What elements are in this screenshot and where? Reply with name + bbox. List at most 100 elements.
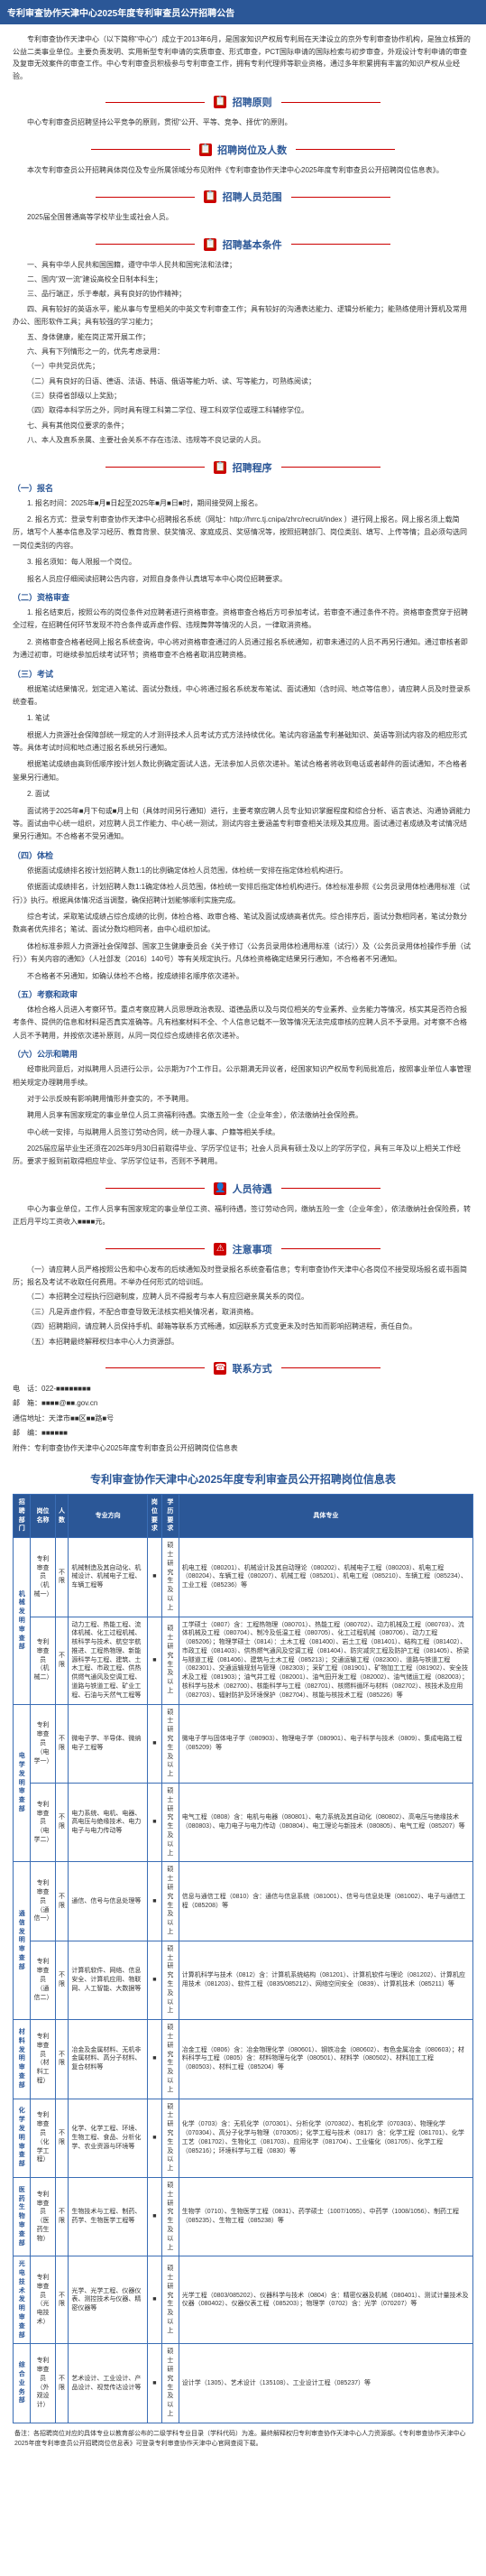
positions-body: 本次专利审查员公开招聘具体岗位及专业所属领域分布见附件《专利审查协作天津中心20…: [13, 164, 473, 177]
section-icon: 📋: [214, 461, 226, 474]
table-cell: 电力系统、电机、电器、高电压与绝缘技术、电力电子与电力传动等: [69, 1784, 148, 1862]
section-header-positions: 📋 招聘岗位及人数: [13, 143, 473, 157]
table-cell: 不限: [55, 1704, 69, 1783]
dept-cell: 通信发明审查部: [14, 1862, 31, 2020]
dept-cell: 医药生物审查部: [14, 2177, 31, 2256]
requirement-item: 一、具有中华人民共和国国籍，遵守中华人民共和国宪法和法律；: [13, 259, 473, 272]
dept-cell: 综合业务部: [14, 2344, 31, 2423]
table-cell: 专利审查员（通信一）: [31, 1862, 55, 1941]
table-cell: 生物技术与工程、制药、药学、生物医学工程等: [69, 2177, 148, 2256]
note-item: （二）本招聘全过程执行回避制度，应聘人员不得报考与本人有应回避亲属关系的岗位。: [13, 1291, 473, 1303]
dept-cell: 电学发明审查部: [14, 1704, 31, 1862]
table-cell: 硕士研究生及以上: [161, 2256, 179, 2344]
table-cell: ■: [147, 2344, 161, 2423]
section-header-requirements: 📋 招聘基本条件: [13, 237, 473, 252]
procedure-paragraph: 2025届应届毕业生还须在2025年9月30日前取得毕业、学历学位证书；社会人员…: [13, 1143, 473, 1169]
table-cell: 不限: [55, 2256, 69, 2344]
table-cell: 专利审查员（光电技术）: [31, 2256, 55, 2344]
requirement-item: 八、本人及直系亲属、主要社会关系不存在违法、违规等不良记录的人员。: [13, 434, 473, 447]
contact-line: 电 话：022-■■■■■■■■: [13, 1383, 473, 1395]
procedure-paragraph: 聘用人员享有国家规定的事业单位人员工资福利待遇。实缴五险一金（企业年金），依法缴…: [13, 1109, 473, 1122]
table-row: 医药生物审查部专利审查员（医药生物）不限生物技术与工程、制药、药学、生物医学工程…: [14, 2177, 473, 2256]
section-icon: 📋: [199, 144, 212, 156]
table-cell: 硕士研究生及以上: [161, 1704, 179, 1783]
table-cell: 信息与通信工程（0810）含：通信与信息系统（081001）、信号与信息处理（0…: [179, 1862, 472, 1941]
table-cell: 冶金工程（0806）含：冶金物理化学（080601）、钢铁冶金（080602）、…: [179, 2020, 472, 2099]
table-cell: 专利审查员（化学工程）: [31, 2099, 55, 2177]
section-header-principle: 📋 招聘原则: [13, 95, 473, 109]
content-area: 专利审查协作天津中心（以下简称"中心"）成立于2013年6月，是国家知识产权局专…: [0, 24, 486, 2458]
table-cell: ■: [147, 1941, 161, 2019]
procedure-paragraph: 经审批同意后，对拟聘用人员进行公示，公示期为7个工作日。公示期满无异议者，经国家…: [13, 1063, 473, 1089]
procedure-substep-head: （三）考试: [13, 668, 473, 680]
procedure-paragraph: 1. 报名结束后，按照公布的岗位条件对应聘者进行资格审查。资格审查合格后方可参加…: [13, 607, 473, 633]
section-title: 招聘人员范围: [223, 190, 282, 204]
divider-line: [291, 244, 390, 245]
divider-line: [105, 1188, 205, 1189]
divider-line: [105, 1367, 205, 1368]
requirement-item: 六、具有下列情形之一的，优先考虑录用：: [13, 346, 473, 358]
table-row: 机械发明审查部专利审查员（机械一）不限机械制造及其自动化、机械设计、机械电子工程…: [14, 1538, 473, 1617]
procedure-paragraph: 2. 资格审查合格者经网上报名系统查询，中心将对资格审查通过的人员通过报名系统通…: [13, 636, 473, 663]
dept-cell: 光电技术发明审查部: [14, 2256, 31, 2344]
table-cell: 不限: [55, 2177, 69, 2256]
table-cell: 硕士研究生及以上: [161, 1617, 179, 1704]
section-title: 招聘原则: [233, 95, 272, 109]
table-cell: 微电子学、半导体、微纳电子工程等: [69, 1704, 148, 1783]
requirement-item: （三）获得省部级以上奖励；: [13, 390, 473, 403]
table-header-row: 招聘部门岗位名称人数专业方向岗位要求学历要求具体专业: [14, 1494, 473, 1537]
table-cell: 专利审查员（医药生物）: [31, 2177, 55, 2256]
table-cell: 不限: [55, 1784, 69, 1862]
table-cell: ■: [147, 1862, 161, 1941]
requirement-item: 七、具有其他岗位要求的条件；: [13, 420, 473, 432]
note-item: （四）招聘期间，请应聘人员保持手机、邮箱等联系方式畅通，如因联系方式变更未及时告…: [13, 1320, 473, 1333]
table-cell: 专利审查员（电学二）: [31, 1784, 55, 1862]
procedure-step-head: （一）报名: [13, 482, 473, 494]
table-cell: ■: [147, 1617, 161, 1704]
requirement-item: （一）中共党员优先；: [13, 360, 473, 373]
table-cell: 工学硕士（0807）含：工程热物理（080701）、热能工程（080702）、动…: [179, 1617, 472, 1704]
divider-line: [291, 197, 390, 198]
procedure-paragraph: 1. 报名时间：2025年■月■日起至2025年■月■日■时，期间接受网上报名。: [13, 497, 473, 510]
procedure-paragraph: 2. 报名方式：登录专利审查协作天津中心招聘报名系统（网址：http://hrr…: [13, 514, 473, 552]
table-cell: 硕士研究生及以上: [161, 1538, 179, 1617]
table-column-header: 招聘部门: [14, 1494, 31, 1537]
table-row: 通信发明审查部专利审查员（通信一）不限通信、信号与信息处理等■硕士研究生及以上信…: [14, 1862, 473, 1941]
section-title: 招聘程序: [233, 460, 272, 475]
table-cell: 微电子学与固体电子学（080903）、物理电子学（080901）、电子科学与技术…: [179, 1704, 472, 1783]
scope-body: 2025届全国普通高等学校毕业生或社会人员。: [13, 211, 473, 224]
procedure-substep-head: （五）考察和政审: [13, 988, 473, 1000]
table-cell: 冶金及金属材料、无机非金属材料、高分子材料、复合材料等: [69, 2020, 148, 2099]
table-row: 化学发明审查部专利审查员（化学工程）不限化学、化学工程、环境、生物工程、食品、分…: [14, 2099, 473, 2177]
table-cell: ■: [147, 1704, 161, 1783]
contact-line: 通信地址：天津市■■区■■路■号: [13, 1413, 473, 1425]
procedure-body: （一）报名 1. 报名时间：2025年■月■日起至2025年■月■日■时，期间接受…: [13, 482, 473, 1169]
divider-line: [281, 467, 381, 468]
requirement-item: （二）具有良好的日语、德语、法语、韩语、俄语等能力听、读、写等能力，可熟练阅读；: [13, 375, 473, 388]
requirements-list: 一、具有中华人民共和国国籍，遵守中华人民共和国宪法和法律；二、国内"双一流"建设…: [13, 259, 473, 448]
table-cell: 专利审查员（机械二）: [31, 1617, 55, 1704]
divider-line: [281, 1188, 381, 1189]
table-cell: 硕士研究生及以上: [161, 1862, 179, 1941]
table-cell: 硕士研究生及以上: [161, 1941, 179, 2019]
section-header-procedure: 📋 招聘程序: [13, 460, 473, 475]
table-cell: ■: [147, 1538, 161, 1617]
table-row: 专利审查员（机械二）不限动力工程、热能工程、流体机械、化工过程机械、核科学与技术…: [14, 1617, 473, 1704]
table-cell: 硕士研究生及以上: [161, 2020, 179, 2099]
procedure-paragraph: 依据面试成绩排名按计划招聘人数1:1的比例确定体检人员范围，体检统一安排在指定体…: [13, 865, 473, 877]
table-cell: ■: [147, 1784, 161, 1862]
table-cell: 计算机科学与技术（0812）含：计算机系统结构（081201）、计算机软件与理论…: [179, 1941, 472, 2019]
table-cell: 硕士研究生及以上: [161, 1784, 179, 1862]
table-cell: 动力工程、热能工程、流体机械、化工过程机械、核科学与技术、航空宇航推进、工程热物…: [69, 1617, 148, 1704]
table-body: 机械发明审查部专利审查员（机械一）不限机械制造及其自动化、机械设计、机械电子工程…: [14, 1538, 473, 2423]
procedure-paragraph: 根据笔试结果情况，划定进入笔试、面试分数线，中心将通过报名系统发布笔试、面试通知…: [13, 683, 473, 709]
divider-line: [105, 102, 205, 103]
phone-icon: ☎: [214, 1362, 226, 1375]
requirement-item: （四）取得本科学历之外，同时具有理工科第二学位、理工科双学位或理工科辅修学位。: [13, 404, 473, 417]
table-cell: 专利审查员（机械一）: [31, 1538, 55, 1617]
procedure-paragraph: 体检合格人员进入考察环节。重点考察应聘人员思想政治表现、道德品质以及与岗位相关的…: [13, 1004, 473, 1042]
procedure-substep-head: （六）公示和聘用: [13, 1048, 473, 1060]
table-title: 专利审查协作天津中心2025年度专利审查员公开招聘岗位信息表: [13, 1471, 473, 1487]
procedure-paragraph: 依据面试成绩排名，计划招聘人数1:1确定体检人员范围，体检统一安排后指定体检机构…: [13, 881, 473, 907]
procedure-paragraph: 根据人力资源社会保障部统一规定的人才测评技术人员考试方式方法持续优化。笔试内容涵…: [13, 729, 473, 755]
